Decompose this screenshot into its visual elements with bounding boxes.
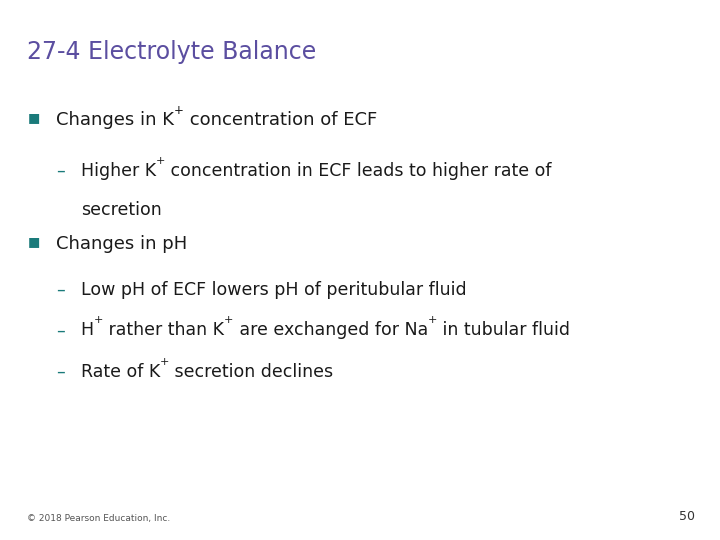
Text: concentration of ECF: concentration of ECF (184, 111, 377, 129)
Text: concentration in ECF leads to higher rate of: concentration in ECF leads to higher rat… (165, 162, 552, 180)
Text: secretion declines: secretion declines (169, 363, 333, 381)
Text: Changes in pH: Changes in pH (56, 235, 187, 253)
Text: ■: ■ (27, 111, 40, 124)
Text: in tubular fluid: in tubular fluid (437, 321, 570, 339)
Text: +: + (94, 315, 103, 325)
Text: Rate of K: Rate of K (81, 363, 160, 381)
Text: Changes in K: Changes in K (56, 111, 174, 129)
Text: –: – (56, 363, 65, 381)
Text: +: + (428, 315, 437, 325)
Text: 27-4 Electrolyte Balance: 27-4 Electrolyte Balance (27, 40, 317, 64)
Text: Higher K: Higher K (81, 162, 156, 180)
Text: secretion: secretion (81, 201, 161, 219)
Text: –: – (56, 162, 65, 180)
Text: +: + (174, 104, 184, 117)
Text: Low pH of ECF lowers pH of peritubular fluid: Low pH of ECF lowers pH of peritubular f… (81, 281, 467, 299)
Text: –: – (56, 321, 65, 339)
Text: ■: ■ (27, 235, 40, 248)
Text: rather than K: rather than K (103, 321, 224, 339)
Text: –: – (56, 281, 65, 299)
Text: H: H (81, 321, 94, 339)
Text: 50: 50 (679, 510, 695, 523)
Text: +: + (160, 356, 169, 367)
Text: +: + (156, 156, 165, 166)
Text: © 2018 Pearson Education, Inc.: © 2018 Pearson Education, Inc. (27, 514, 171, 523)
Text: are exchanged for Na: are exchanged for Na (233, 321, 428, 339)
Text: +: + (224, 315, 233, 325)
